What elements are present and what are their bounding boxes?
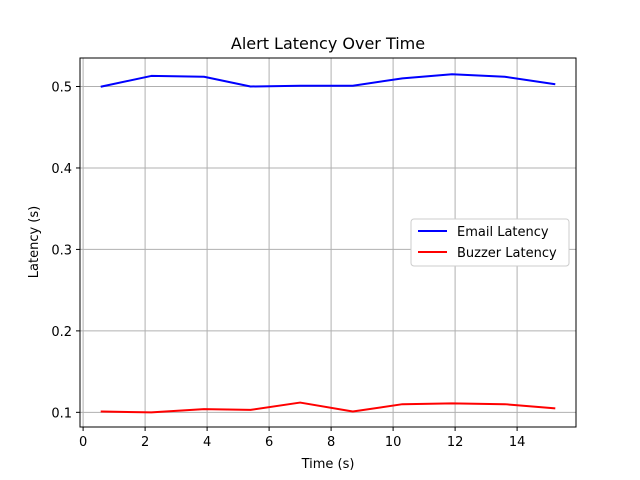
x-tick-label: 12 [447,435,464,450]
y-tick-label: 0.1 [51,406,72,421]
plot-frame [79,57,577,428]
chart-title: Alert Latency Over Time [231,34,425,53]
series-lines [100,73,556,414]
x-tick-label: 8 [327,435,335,450]
y-axis-ticks: 0.1 0.2 0.3 0.4 0.5 [51,81,80,421]
legend-box [410,218,570,267]
x-tick-label: 2 [141,435,149,450]
y-axis-label: Latency (s) [27,206,42,278]
legend-label-email-latency: Email Latency [457,225,549,240]
y-tick-label: 0.4 [51,162,72,177]
y-tick-label: 0.5 [51,81,72,96]
x-tick-label: 10 [385,435,402,450]
x-axis-label: Time (s) [301,457,355,472]
x-tick-label: 4 [203,435,211,450]
y-tick-label: 0.3 [51,243,72,258]
series-line-buzzer-latency [100,401,556,414]
x-tick-label: 6 [265,435,273,450]
legend: Email Latency Buzzer Latency [410,218,570,267]
legend-label-buzzer-latency: Buzzer Latency [457,246,557,261]
x-axis-ticks: 0 2 4 6 8 10 12 14 [79,427,525,450]
x-tick-label: 14 [509,435,526,450]
x-tick-label: 0 [79,435,87,450]
y-tick-label: 0.2 [51,325,72,340]
series-line-email-latency [100,73,556,88]
